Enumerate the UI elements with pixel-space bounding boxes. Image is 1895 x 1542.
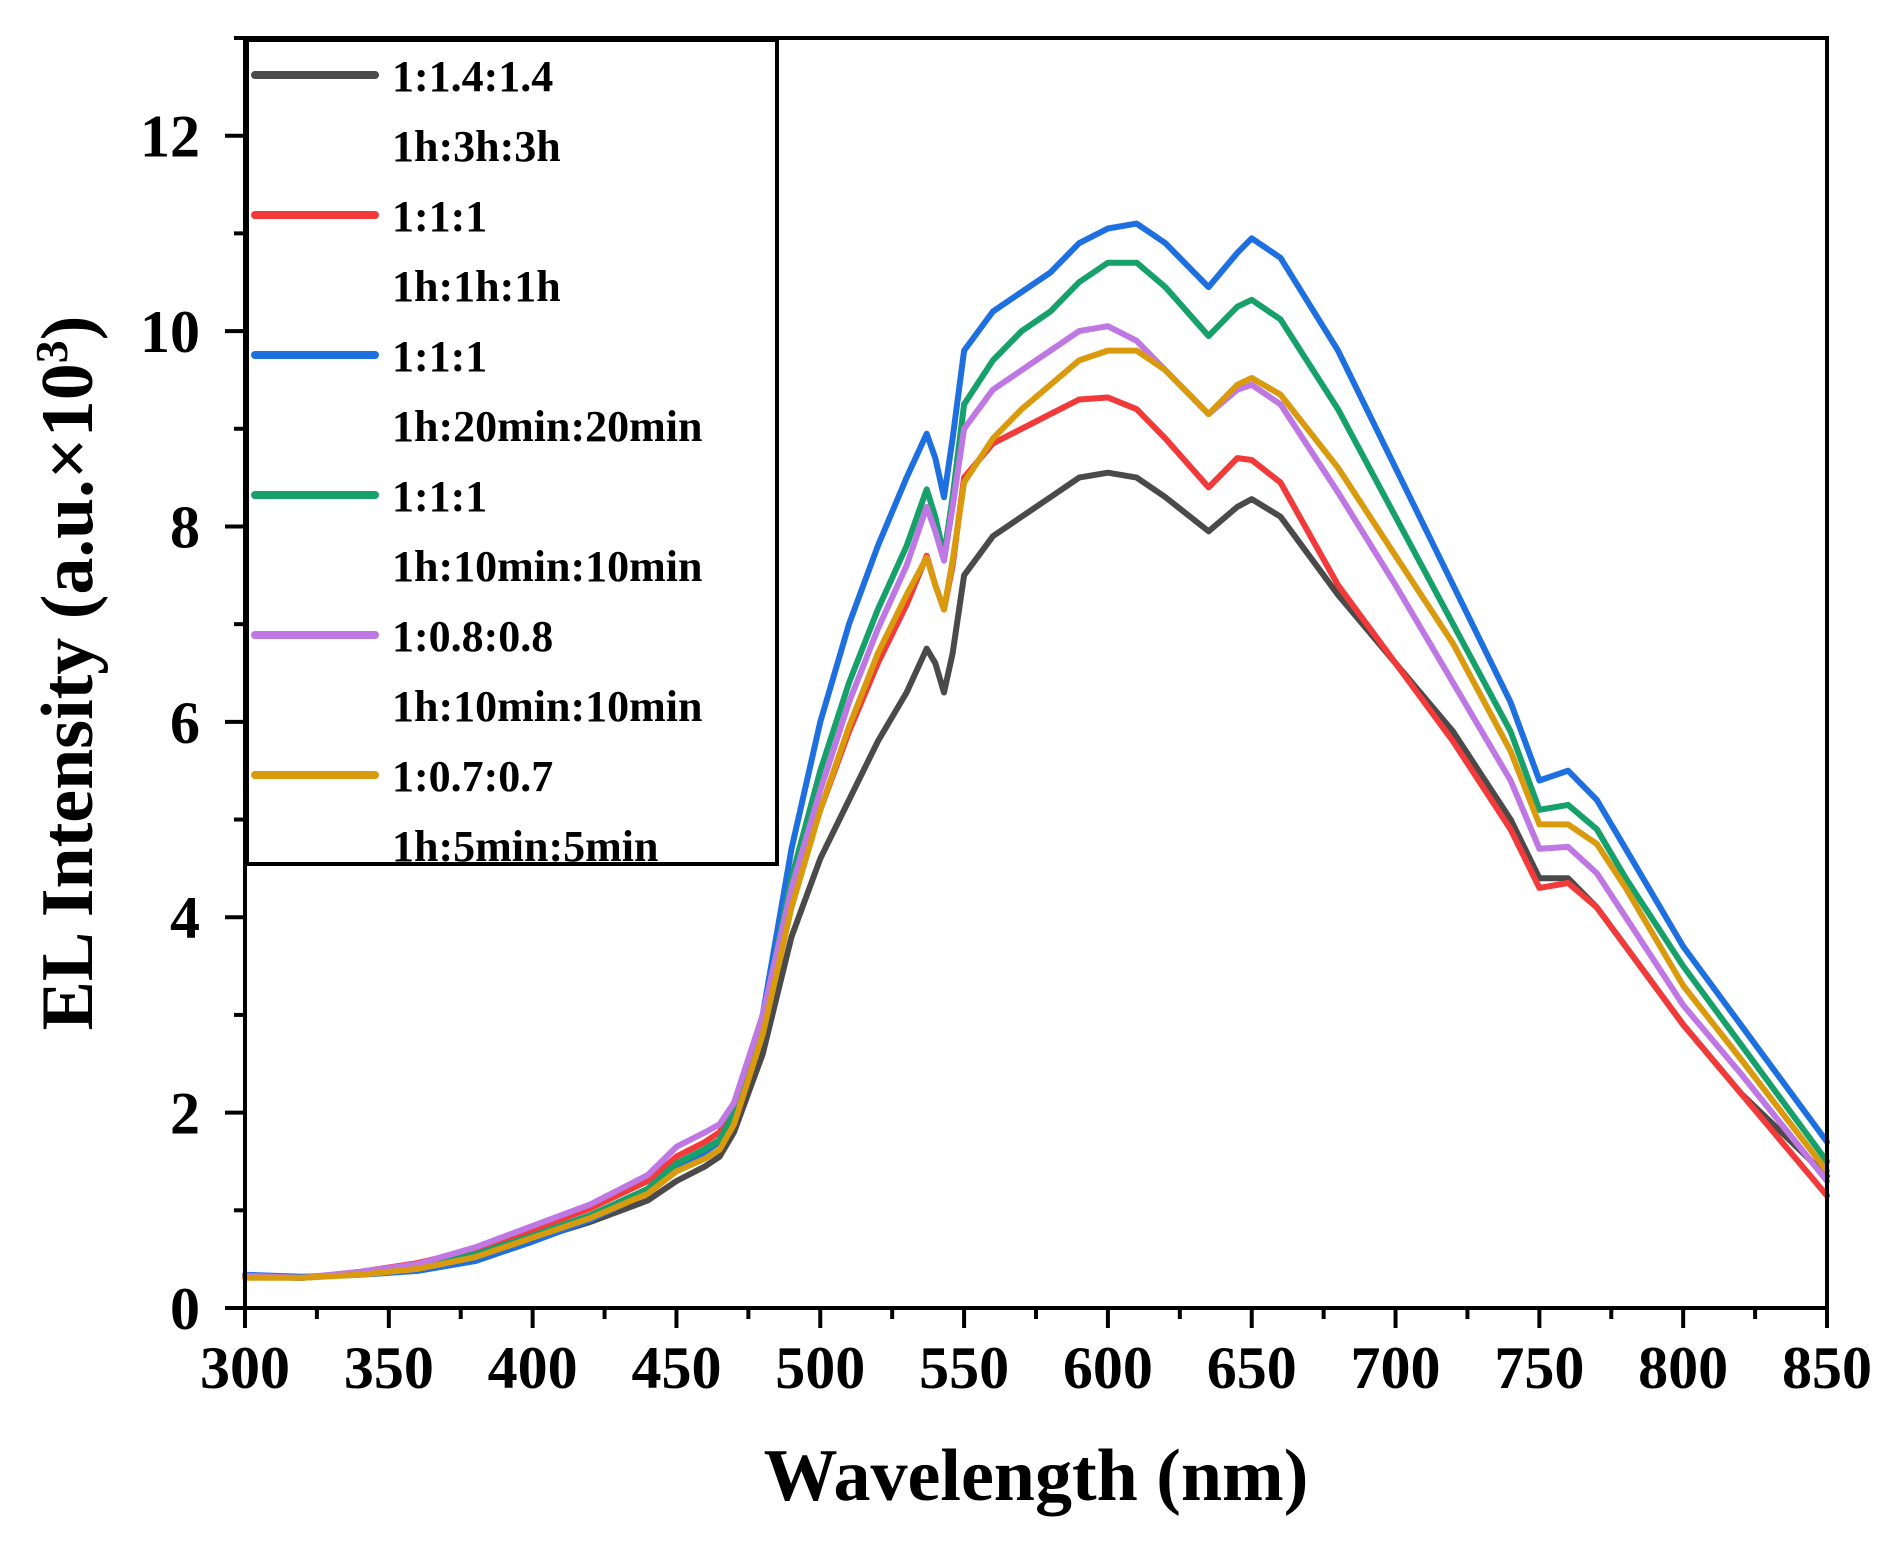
legend-sublabel-2: 1h:1h:1h: [392, 262, 561, 311]
y-axis-title-main: EL Intensity (a.u.×10: [27, 363, 109, 1030]
y-axis: 0 2 4 6 8 10 12: [140, 36, 245, 1342]
x-tick-label: 650: [1207, 1335, 1297, 1401]
y-tick-label: 10: [140, 299, 200, 365]
x-axis-title: Wavelength (nm): [764, 1435, 1309, 1517]
y-tick-label: 4: [170, 885, 200, 951]
legend-label-3: 1:1:1: [392, 332, 487, 381]
x-tick-label: 550: [919, 1335, 1009, 1401]
x-tick-label: 300: [200, 1335, 290, 1401]
x-tick-label: 450: [631, 1335, 721, 1401]
x-axis: 300 350 400 450 500 550 600 650 700 750 800 850: [200, 1308, 1872, 1401]
legend-box: [245, 38, 779, 866]
x-tick-label: 850: [1782, 1335, 1872, 1401]
y-tick-label: 0: [170, 1276, 200, 1342]
series-line-5: [242, 323, 1830, 1281]
x-tick-label: 700: [1351, 1335, 1441, 1401]
x-tick-label: 350: [344, 1335, 434, 1401]
legend-sublabel-1: 1h:3h:3h: [392, 122, 561, 171]
series-layer: [242, 220, 1830, 1281]
legend-sublabel-6: 1h:5min:5min: [392, 822, 658, 871]
x-tick-label: 800: [1638, 1335, 1728, 1401]
x-tick-label: 400: [488, 1335, 578, 1401]
y-tick-label: 6: [170, 690, 200, 756]
x-tick-label: 600: [1063, 1335, 1153, 1401]
legend-label-6: 1:0.7:0.7: [392, 752, 553, 801]
legend: 1:1.4:1.4 1h:3h:3h 1:1:1 1h:1h:1h 1:1:1 1h:20…: [245, 38, 779, 871]
y-tick-label: 12: [140, 104, 200, 170]
legend-label-5: 1:0.8:0.8: [392, 612, 553, 661]
y-axis-title-superscript: 3: [26, 340, 77, 363]
legend-label-2: 1:1:1: [392, 192, 487, 241]
x-tick-label: 500: [775, 1335, 865, 1401]
legend-sublabel-3: 1h:20min:20min: [392, 402, 702, 451]
y-tick-label: 8: [170, 494, 200, 560]
legend-items: 1:1.4:1.4 1h:3h:3h 1:1:1 1h:1h:1h 1:1:1 1h:20…: [251, 52, 702, 871]
y-axis-title-close: ): [27, 316, 109, 341]
x-tick-label: 750: [1494, 1335, 1584, 1401]
y-tick-label: 2: [170, 1081, 200, 1147]
series-line-1: [242, 469, 1830, 1281]
series-line-4: [242, 259, 1830, 1281]
legend-sublabel-4: 1h:10min:10min: [392, 542, 702, 591]
legend-sublabel-5: 1h:10min:10min: [392, 682, 702, 731]
y-axis-title: EL Intensity (a.u.×103): [26, 316, 110, 1031]
series-line-6: [242, 347, 1830, 1281]
legend-label-1: 1:1.4:1.4: [392, 52, 553, 101]
legend-label-4: 1:1:1: [392, 472, 487, 521]
